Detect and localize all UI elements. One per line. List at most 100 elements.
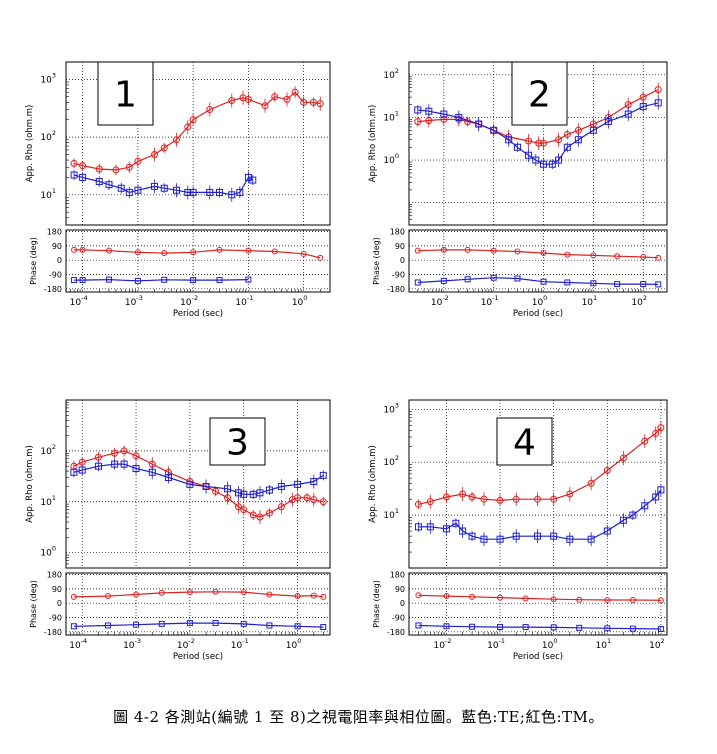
phase-point [266,591,273,598]
phase-point [70,623,77,630]
phase-point [245,276,252,283]
phase-point [464,246,471,253]
phase-tick-label: 90 [395,585,405,594]
rho-point [112,166,120,174]
rho-point [228,191,236,199]
rho-point [120,460,128,468]
phase-tick-label: 180 [390,571,405,580]
phase-point [212,588,219,595]
rho-point [117,184,125,192]
phase-fit-line [417,249,659,259]
rho-point [249,490,257,498]
station-number-label: 2 [528,75,551,116]
rho-point [212,487,220,495]
rho-point [134,186,142,194]
x-tick-label: 10-1 [481,294,499,308]
phase-tick-label: 90 [52,585,62,594]
rho-point [619,454,627,462]
phase-point [70,593,77,600]
phase-tick-label: 0 [57,256,62,265]
phase-plot-frame [408,229,668,293]
rho-point [95,178,103,186]
x-tick-label: 10-1 [235,294,253,308]
phase-point [564,251,571,258]
rho-point [574,136,582,144]
rho-point [151,150,159,158]
phase-y-axis-label: Phase (deg) [29,237,38,285]
rho-point [550,532,558,540]
rho-point [206,106,214,114]
rho-y-axis-label: App. Rho (ohm.m) [368,105,378,183]
x-tick-label: 10-4 [70,294,88,308]
rho-point [513,143,521,151]
rho-point [277,503,285,511]
phase-point [490,247,497,254]
phase-point [414,279,421,286]
rho-point [189,188,197,196]
phase-point [514,275,521,282]
rho-y-axis-label: App. Rho (ohm.m) [368,445,378,523]
rho-point [534,532,542,540]
rho-point [303,494,311,502]
station-number-box [97,61,154,126]
rho-point [566,490,574,498]
phase-point [655,254,662,261]
phase-point [576,624,583,631]
rho-point [480,535,488,543]
phase-point [294,623,301,630]
phase-tick-label: -90 [392,271,405,280]
rho-point [641,437,649,445]
phase-fit-line [74,278,249,282]
x-axis-label: Period (sec) [173,652,223,662]
phase-point [415,622,422,629]
rho-point [240,506,248,514]
rho-point [534,495,542,503]
phase-point [320,624,327,631]
phase-point [161,250,168,257]
rho-point [111,460,119,468]
rho-point [587,535,595,543]
phase-point [71,277,78,284]
rho-tick-label: 101 [40,494,56,508]
rho-point [235,503,243,511]
series-tm [70,86,324,261]
series-te [414,95,662,288]
rho-point [256,489,264,497]
phase-tick-label: -180 [387,628,405,637]
phase-point [271,248,278,255]
rho-point [587,479,595,487]
phase-point [497,594,504,601]
rho-point [563,130,571,138]
rho-point [468,493,476,501]
rho-fit-line [73,174,254,196]
rho-point [206,188,214,196]
station-2-chart: 180 90 0 -90 -180 100 101 102 10-2 10-1 100 101 102 P… [368,61,668,319]
rho-point [164,474,172,482]
x-tick-label: 10-2 [177,637,195,651]
rho-point [134,157,142,165]
rho-tick-label: 103 [383,401,399,415]
rho-tick-label: 101 [40,187,56,201]
rho-point [426,498,434,506]
phase-point [71,246,78,253]
series-te [414,483,665,632]
rho-point [532,156,540,164]
phase-point [186,620,193,627]
phase-point [216,277,223,284]
rho-point [249,511,257,519]
phase-point [550,624,557,631]
rho-point [442,493,450,501]
phase-fit-line [74,249,321,259]
rho-point [440,110,448,118]
phase-point [590,280,597,287]
rho-point [496,496,504,504]
rho-point [459,527,467,535]
phase-point [522,595,529,602]
phase-point [497,624,504,631]
rho-point [548,160,556,168]
phase-tick-label: 180 [47,228,62,237]
x-tick-label: 10-2 [431,294,449,308]
x-tick-label: 10-2 [434,637,452,651]
phase-point [294,593,301,600]
